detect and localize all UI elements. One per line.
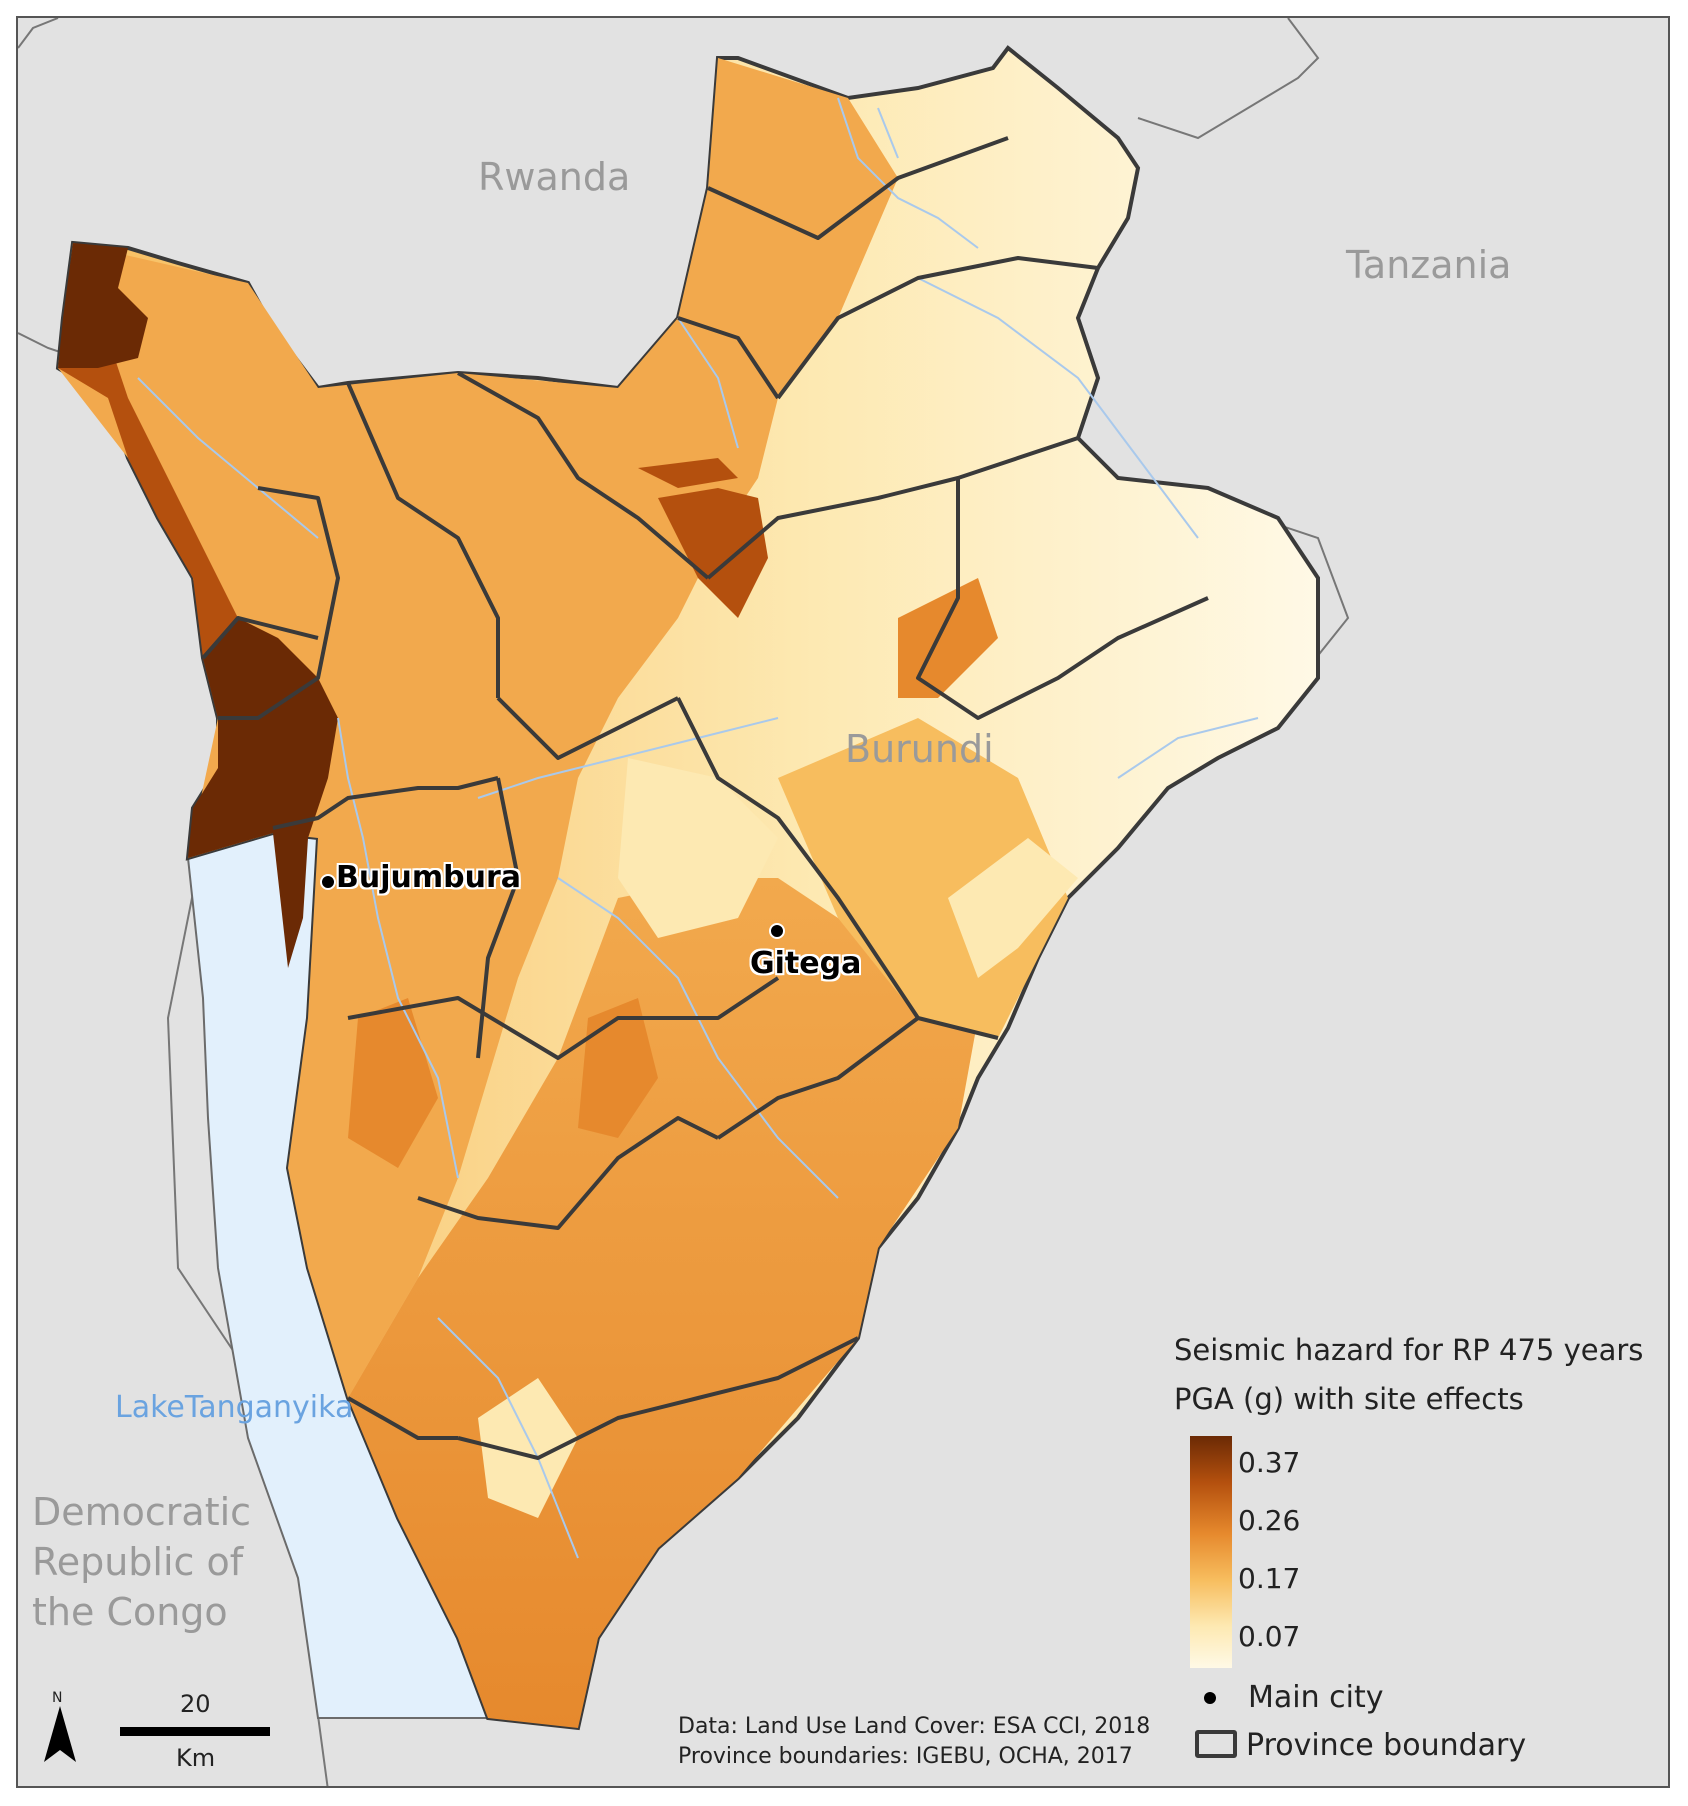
map-canvas bbox=[18, 18, 1350, 1786]
city-label-bujumbura: Bujumbura bbox=[336, 860, 521, 895]
credits-line1: Data: Land Use Land Cover: ESA CCI, 2018 bbox=[678, 1714, 1151, 1739]
legend-province-symbol bbox=[1195, 1730, 1237, 1758]
hazard-zones bbox=[58, 58, 1078, 1728]
legend-main-city-label: Main city bbox=[1248, 1680, 1384, 1715]
north-arrow-icon bbox=[44, 1706, 76, 1762]
legend-tick-026: 0.26 bbox=[1238, 1504, 1301, 1537]
province-boundaries bbox=[201, 136, 1209, 1460]
city-marker-gitega bbox=[769, 923, 785, 939]
credits-line2: Province boundaries: IGEBU, OCHA, 2017 bbox=[678, 1744, 1133, 1769]
map-frame bbox=[16, 16, 1670, 1788]
lake-label: LakeTanganyika bbox=[115, 1390, 354, 1425]
legend-province-boundary-label: Province boundary bbox=[1246, 1728, 1527, 1763]
north-arrow: N bbox=[40, 1690, 80, 1770]
data-credits: Data: Land Use Land Cover: ESA CCI, 2018… bbox=[678, 1712, 1150, 1772]
scale-bar bbox=[120, 1727, 270, 1736]
scale-bar-unit: Km bbox=[176, 1744, 216, 1772]
legend-city-symbol bbox=[1204, 1692, 1216, 1704]
country-label-drc-line2: Republic of bbox=[32, 1540, 244, 1584]
country-label-rwanda: Rwanda bbox=[478, 155, 631, 199]
country-label-drc-line1: Democratic bbox=[32, 1490, 252, 1534]
city-marker-bujumbura bbox=[320, 874, 336, 890]
legend-title-line2: PGA (g) with site effects bbox=[1174, 1382, 1524, 1416]
legend-tick-017: 0.17 bbox=[1238, 1562, 1301, 1595]
legend-title-line1: Seismic hazard for RP 475 years bbox=[1174, 1333, 1644, 1367]
legend-color-ramp bbox=[1190, 1436, 1232, 1668]
scale-bar-value: 20 bbox=[180, 1690, 211, 1718]
country-label-burundi: Burundi bbox=[845, 727, 994, 771]
city-label-gitega: Gitega bbox=[750, 946, 862, 981]
legend-tick-007: 0.07 bbox=[1238, 1620, 1301, 1653]
country-label-drc-line3: the Congo bbox=[32, 1590, 228, 1634]
country-label-tanzania: Tanzania bbox=[1346, 243, 1512, 287]
north-letter: N bbox=[52, 1690, 63, 1706]
legend-tick-037: 0.37 bbox=[1238, 1446, 1301, 1479]
